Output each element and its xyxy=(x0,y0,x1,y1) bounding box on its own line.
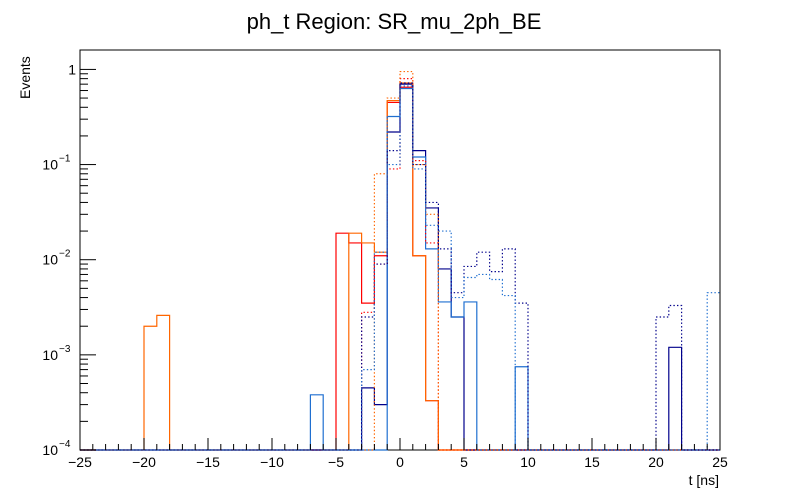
x-tick-label: −20 xyxy=(132,454,156,470)
axes-layer: −25 −20 −15 −10 −5 0 5 10 15 20 2510−410−310−210−1… xyxy=(42,61,728,470)
x-tick-label: 20 xyxy=(648,454,664,470)
y-tick-exponent: −1 xyxy=(59,154,71,165)
series-layer xyxy=(80,70,720,451)
y-tick-label: 1 xyxy=(68,61,76,77)
x-tick-label: −25 xyxy=(68,454,92,470)
x-tick-label: −5 xyxy=(328,454,344,470)
y-tick-label: 10 xyxy=(42,157,58,173)
y-tick-exponent: −2 xyxy=(59,249,71,260)
y-axis-title: Events xyxy=(17,56,33,99)
histogram-series-2 xyxy=(80,82,720,451)
histogram-series-1 xyxy=(80,86,720,451)
x-tick-label: −15 xyxy=(196,454,220,470)
histogram-series-8 xyxy=(80,85,720,451)
x-tick-label: 10 xyxy=(520,454,536,470)
x-tick-label: 5 xyxy=(460,454,468,470)
y-tick-label: 10 xyxy=(42,442,58,458)
histogram-series-7 xyxy=(80,82,720,451)
x-tick-label: 15 xyxy=(584,454,600,470)
x-tick-label: 0 xyxy=(396,454,404,470)
x-tick-label: 25 xyxy=(712,454,728,470)
y-tick-exponent: −3 xyxy=(59,344,71,355)
x-tick-label: −10 xyxy=(260,454,284,470)
histogram-series-5 xyxy=(80,78,720,451)
y-tick-label: 10 xyxy=(42,252,58,268)
y-tick-exponent: −4 xyxy=(59,439,71,450)
y-tick-label: 10 xyxy=(42,347,58,363)
x-axis-title: t [ns] xyxy=(689,472,719,488)
chart-title: ph_t Region: SR_mu_2ph_BE xyxy=(247,9,542,34)
